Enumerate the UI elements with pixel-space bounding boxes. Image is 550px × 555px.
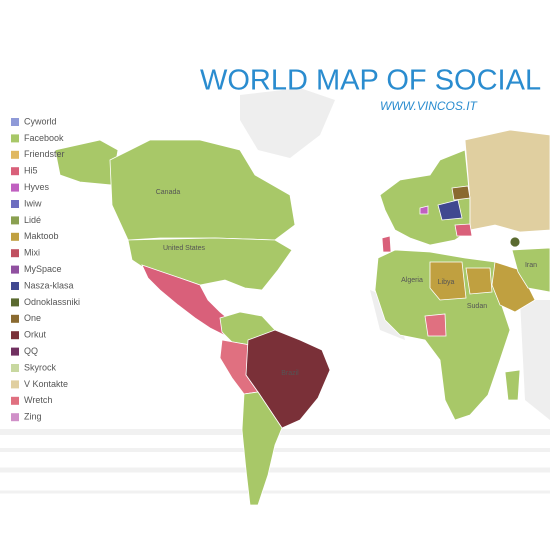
legend-swatch — [11, 347, 19, 356]
legend-label: Lidé — [24, 215, 41, 225]
legend-swatch — [11, 413, 19, 422]
legend-swatch — [11, 298, 19, 307]
country-labels: Canada United States Brazil Algeria Liby… — [156, 189, 537, 377]
country — [109, 139, 296, 241]
legend-label: Hi5 — [24, 166, 38, 176]
legend-swatch — [11, 118, 19, 126]
country-label: United States — [163, 245, 206, 252]
legend-label: Friendster — [24, 149, 65, 159]
country — [454, 223, 473, 237]
country — [424, 313, 447, 337]
country — [381, 235, 392, 253]
legend-label: Hyves — [24, 182, 50, 192]
no-data-land — [240, 88, 550, 420]
legend-swatch — [11, 216, 19, 225]
legend: Cyworld Facebook Friendster Hi5 Hyves Iwiw Lid… — [11, 116, 80, 422]
legend-label: Iwiw — [24, 198, 42, 208]
legend-swatch — [11, 265, 19, 274]
country-label: Libya — [438, 279, 455, 286]
country-label: Iran — [525, 262, 537, 269]
legend-label: Wretch — [24, 395, 52, 405]
legend-label: Mixi — [24, 248, 40, 258]
legend-swatch — [11, 183, 19, 192]
country — [465, 267, 493, 295]
country — [241, 391, 283, 506]
country — [511, 247, 550, 293]
country — [451, 185, 471, 201]
legend-label: Zing — [24, 412, 42, 422]
legend-label: V Kontakte — [24, 379, 68, 389]
country — [429, 261, 467, 301]
legend-label: MySpace — [24, 264, 62, 274]
country-label: Canada — [156, 189, 181, 196]
legend-swatch — [11, 331, 19, 340]
subtitle: WWW.VINCOS.IT — [380, 99, 479, 113]
legend-label: Facebook — [24, 133, 64, 143]
legend-swatch — [11, 314, 19, 323]
legend-swatch — [11, 134, 19, 143]
country — [419, 205, 429, 215]
legend-swatch — [11, 364, 19, 372]
legend-swatch — [11, 282, 19, 290]
country — [245, 329, 331, 429]
country — [437, 199, 463, 221]
legend-label: QQ — [24, 346, 38, 356]
title: WORLD MAP OF SOCIAL N — [200, 65, 550, 97]
legend-label: Cyworld — [24, 116, 57, 126]
legend-swatch — [11, 380, 19, 389]
country-label: Brazil — [281, 370, 299, 377]
country — [54, 139, 119, 186]
legend-label: Nasza-klasa — [24, 280, 74, 290]
legend-swatch — [11, 249, 19, 258]
country — [509, 236, 521, 248]
legend-swatch — [11, 232, 19, 241]
legend-swatch — [11, 150, 19, 159]
country-label: Algeria — [401, 277, 423, 284]
legend-swatch — [11, 167, 19, 176]
country — [504, 369, 521, 401]
country-label: Sudan — [467, 303, 487, 310]
legend-label: Odnoklassniki — [24, 297, 80, 307]
legend-label: One — [24, 313, 41, 323]
country — [464, 129, 550, 233]
legend-label: Maktoob — [24, 231, 59, 241]
legend-label: Skyrock — [24, 362, 57, 372]
legend-swatch — [11, 200, 19, 208]
legend-label: Orkut — [24, 330, 47, 340]
countries — [54, 129, 550, 506]
legend-swatch — [11, 396, 19, 405]
